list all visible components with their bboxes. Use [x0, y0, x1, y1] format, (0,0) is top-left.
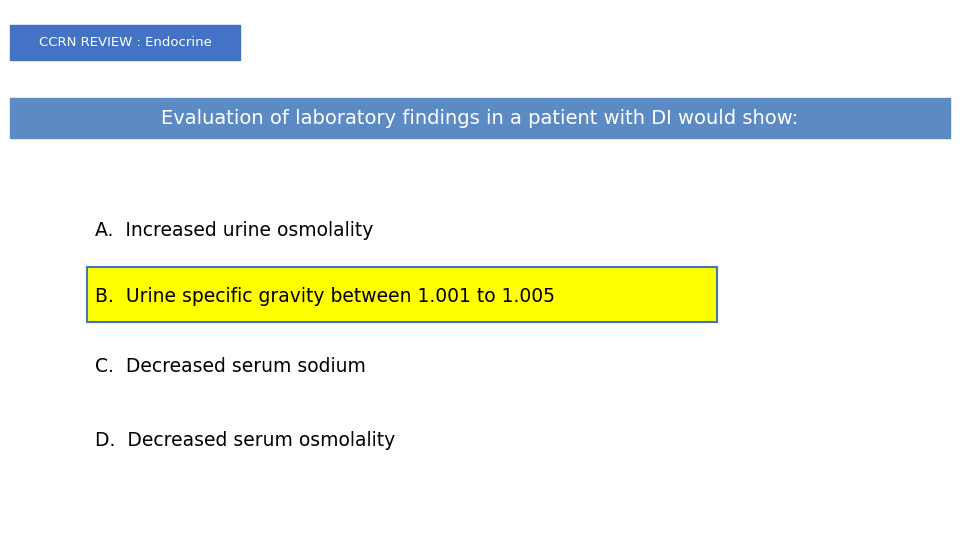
FancyBboxPatch shape	[10, 98, 950, 138]
FancyBboxPatch shape	[10, 25, 240, 60]
Text: A.  Increased urine osmolality: A. Increased urine osmolality	[95, 220, 373, 240]
Text: Evaluation of laboratory findings in a patient with DI would show:: Evaluation of laboratory findings in a p…	[161, 109, 799, 127]
Text: CCRN REVIEW : Endocrine: CCRN REVIEW : Endocrine	[38, 36, 211, 49]
Text: D.  Decreased serum osmolality: D. Decreased serum osmolality	[95, 430, 396, 449]
Text: B.  Urine specific gravity between 1.001 to 1.005: B. Urine specific gravity between 1.001 …	[95, 287, 555, 307]
Text: C.  Decreased serum sodium: C. Decreased serum sodium	[95, 357, 366, 376]
FancyBboxPatch shape	[87, 267, 717, 322]
